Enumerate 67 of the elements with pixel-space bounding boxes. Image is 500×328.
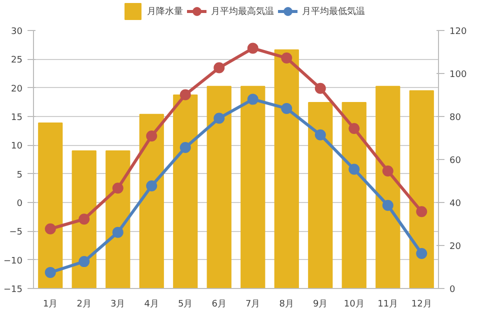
point [348, 123, 360, 134]
x-tick-label: 9月 [313, 300, 328, 310]
y-tick-label: −15 [4, 285, 23, 295]
y2-tick-label: 20 [450, 242, 462, 252]
point [281, 52, 292, 64]
bar [308, 102, 333, 288]
point [281, 102, 292, 114]
point [146, 180, 158, 192]
point [44, 223, 56, 234]
legend-label: 月平均最高気温 [211, 6, 274, 18]
point [44, 266, 56, 278]
bar [72, 150, 96, 288]
point [247, 94, 258, 105]
point [112, 226, 124, 238]
bar [409, 90, 434, 288]
point [180, 89, 191, 100]
bar [376, 86, 400, 288]
x-tick-label: 8月 [279, 300, 294, 310]
point [416, 206, 428, 218]
y-tick-label: 15 [11, 113, 22, 123]
y2-tick-label: 120 [450, 27, 467, 37]
point [314, 129, 326, 140]
x-tick-label: 5月 [178, 300, 193, 310]
legend-label: 月平均最低気温 [302, 6, 365, 18]
x-tick-label: 3月 [110, 300, 126, 310]
bar [38, 122, 63, 288]
x-tick-label: 7月 [246, 300, 260, 310]
point [382, 200, 394, 211]
y-tick-label: −10 [4, 256, 23, 266]
y-tick-label: 0 [16, 199, 23, 209]
y-tick-label: 10 [11, 142, 23, 152]
y-tick-label: 5 [16, 170, 23, 180]
point [314, 82, 326, 94]
bar [342, 102, 366, 288]
x-tick-label: 2月 [76, 300, 92, 310]
y2-tick-label: 0 [450, 285, 456, 295]
x-tick-label: 12月 [411, 300, 432, 310]
point [348, 164, 360, 175]
x-tick-label: 1月 [43, 300, 58, 310]
y-tick-label: 25 [11, 56, 22, 66]
y2-tick-label: 60 [450, 156, 462, 166]
point [146, 130, 158, 142]
x-tick-label: 11月 [378, 300, 398, 310]
y-tick-label: −5 [9, 228, 23, 238]
legend-label: 月降水量 [147, 6, 183, 18]
x-tick-label: 4月 [144, 300, 159, 310]
y-tick-label: 30 [11, 27, 23, 37]
point [112, 182, 124, 194]
x-tick-label: 6月 [212, 300, 226, 310]
bar [206, 86, 232, 288]
bar [173, 94, 198, 288]
x-tick-label: 10月 [344, 300, 364, 310]
point [247, 42, 258, 54]
y-tick-label: 20 [11, 84, 23, 94]
y2-tick-label: 40 [450, 199, 462, 209]
point [214, 62, 225, 74]
point [78, 214, 90, 225]
point [416, 248, 428, 260]
point [382, 165, 394, 176]
bar [274, 49, 299, 288]
y2-tick-label: 100 [450, 70, 467, 80]
point [214, 112, 225, 124]
y2-tick-label: 80 [450, 113, 462, 123]
point [78, 256, 90, 268]
point [180, 142, 191, 153]
bar [240, 86, 266, 288]
bar [139, 114, 164, 288]
